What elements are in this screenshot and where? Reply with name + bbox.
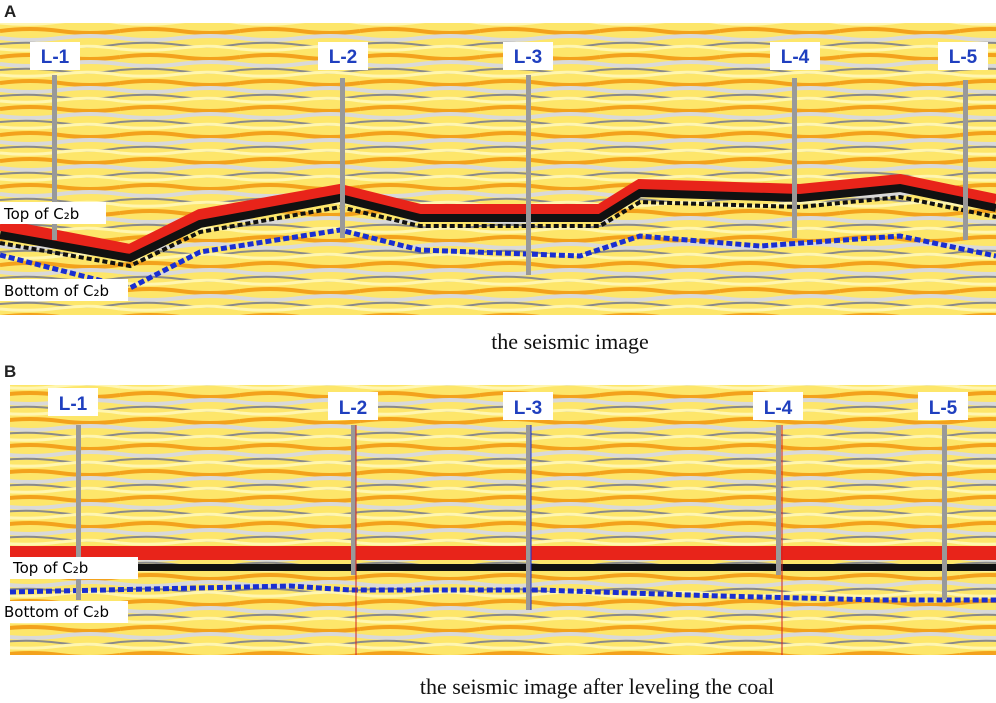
well-label: L-4 [781, 47, 810, 68]
horizon-band [0, 173, 996, 257]
top-horizon [10, 564, 996, 571]
well-label: L-3 [514, 47, 543, 68]
well-label: L-3 [514, 398, 543, 419]
caption: the seismic image [491, 329, 649, 354]
well-label: L-5 [929, 398, 958, 419]
annotation: Top of C₂b [12, 559, 88, 577]
caption: the seismic image after leveling the coa… [420, 674, 774, 699]
panel-label: A [4, 2, 16, 21]
horizon-band [10, 546, 996, 560]
horizon-band [0, 183, 996, 263]
seismic-image [10, 385, 996, 655]
annotation: Bottom of C₂b [4, 282, 109, 300]
well-logs [52, 75, 968, 275]
well-label: L-5 [949, 47, 978, 68]
well-label: L-4 [764, 398, 793, 419]
top-horizon [0, 194, 996, 269]
well-logs [76, 425, 947, 655]
well-label: L-1 [59, 394, 88, 415]
bottom-horizon [9, 583, 996, 603]
panel-label: B [4, 362, 16, 381]
seismic-image [0, 23, 996, 315]
annotation: Top of C₂b [3, 205, 79, 223]
bottom-horizon [0, 227, 996, 291]
annotation: Bottom of C₂b [4, 603, 109, 621]
well-label: L-2 [329, 47, 358, 68]
well-label: L-1 [41, 47, 70, 68]
well-label: L-2 [339, 398, 368, 419]
